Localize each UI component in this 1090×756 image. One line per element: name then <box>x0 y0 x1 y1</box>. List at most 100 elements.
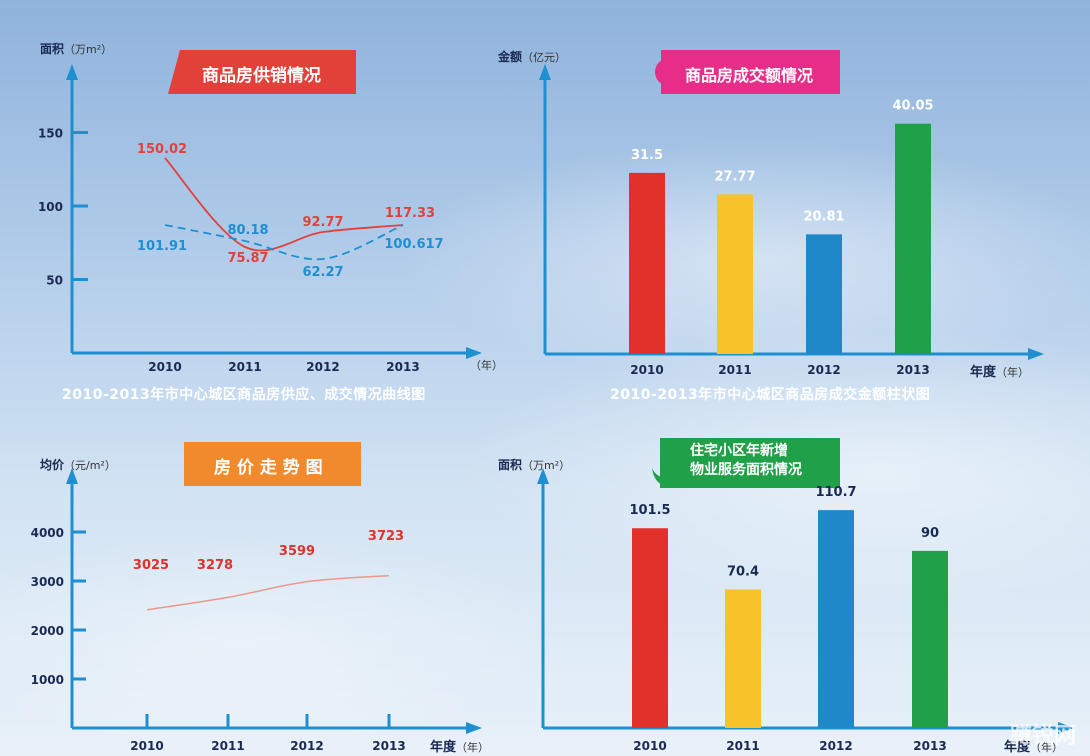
amount-bar <box>806 234 842 354</box>
supply-banner-shape <box>168 50 356 94</box>
supply-x-tick-label: 2011 <box>228 360 261 374</box>
supply-y-arrow <box>66 64 78 80</box>
supply-x-unit: （年） <box>470 359 503 372</box>
amount-bar-label: 27.77 <box>714 169 755 184</box>
supply-data-label: 150.02 <box>137 142 187 157</box>
amount-y-label-text: 金额 <box>498 50 523 64</box>
amount-x-arrow <box>1028 348 1044 360</box>
price-series-line <box>146 574 390 611</box>
supply-data-label: 101.91 <box>137 239 187 254</box>
supply-x-tick-label: 2010 <box>148 360 181 374</box>
supply-data-label: 100.617 <box>384 237 443 252</box>
price-x-arrow <box>466 722 482 734</box>
service-x-axis-label: 年度（年） <box>1004 736 1063 755</box>
price-x-label-text: 年度 <box>430 740 457 755</box>
watermark-logo: 蹲锐网 <box>1010 718 1076 750</box>
price-banner: 房 价 走 势 图 <box>178 438 361 486</box>
service-chart-panel: 面积（万m²） 住宅小区年新增 物业服务面积情况 年度（年） 101.5 2010… <box>0 410 1090 756</box>
supply-x-tick-label: 2013 <box>386 360 419 374</box>
service-y-label-text: 面积 <box>498 458 523 472</box>
service-y-arrow <box>537 468 549 484</box>
amount-x-tick-label: 2013 <box>896 363 929 377</box>
supply-y-unit: （万m²） <box>64 43 113 56</box>
price-data-label: 3723 <box>368 529 404 544</box>
price-y-tick-label: 3000 <box>31 575 64 589</box>
amount-x-tick-label: 2012 <box>807 363 840 377</box>
supply-data-label: 92.77 <box>302 215 343 230</box>
price-y-tick-label: 1000 <box>31 673 64 687</box>
service-bar-label: 110.7 <box>815 485 856 500</box>
amount-bar-label: 40.05 <box>892 99 933 114</box>
amount-x-unit: （年） <box>996 366 1030 379</box>
price-y-axis-label: 均价（元/m²） <box>40 456 116 473</box>
supply-y-axis-label: 面积（万m²） <box>40 40 112 57</box>
service-x-arrow <box>1058 722 1074 734</box>
supply-x-tick-label: 2012 <box>306 360 339 374</box>
amount-bar-label: 20.81 <box>803 209 844 224</box>
amount-y-unit: （亿元） <box>522 51 567 64</box>
supply-caption: 2010-2013年市中心城区商品房供应、成交情况曲线图 <box>62 387 426 403</box>
supply-x-axis-label: （年） <box>470 357 503 373</box>
supply-y-tick-label: 50 <box>46 274 63 288</box>
price-data-label: 3025 <box>133 558 169 573</box>
price-x-tick-label: 2012 <box>290 739 323 753</box>
amount-chart-panel: 金额（亿元） 商品房成交额情况 年度（年） 31.5 2010 27.77 2011 2… <box>498 48 1044 403</box>
amount-y-axis-label: 金额（亿元） <box>498 48 566 65</box>
amount-x-tick-label: 2011 <box>718 363 751 377</box>
price-banner-title: 房 价 走 势 图 <box>214 458 323 478</box>
service-banner: 住宅小区年新增 物业服务面积情况 <box>652 438 840 490</box>
supply-y-label-text: 面积 <box>40 42 65 56</box>
price-y-arrow <box>66 468 78 484</box>
supply-series-line <box>164 224 404 261</box>
supply-y-tick-label: 100 <box>38 200 63 214</box>
amount-banner-shape <box>655 50 840 94</box>
amount-banner: 商品房成交额情况 <box>655 50 840 94</box>
service-bar-label: 101.5 <box>629 503 670 518</box>
amount-x-tick-label: 2010 <box>630 363 663 377</box>
price-x-tick-label: 2010 <box>130 739 163 753</box>
service-bar <box>632 528 668 728</box>
amount-x-axis-label: 年度（年） <box>970 361 1029 380</box>
supply-data-label: 117.33 <box>385 206 435 221</box>
service-y-unit: （万m²） <box>522 459 571 472</box>
watermark-text: 蹲锐网 <box>1009 724 1076 749</box>
supply-data-label: 80.18 <box>227 223 268 238</box>
service-bar-chart: 101.5 2010 70.4 2011 110.7 2012 90 2013 <box>537 468 1074 753</box>
price-chart-panel: 均价（元/m²） 房 价 走 势 图 年度（年） 1000 2000 3000 400… <box>0 410 545 756</box>
service-bar <box>912 550 948 728</box>
price-x-axis-label: 年度（年） <box>430 736 489 755</box>
supply-data-label: 75.87 <box>227 251 268 266</box>
amount-caption: 2010-2013年市中心城区商品房成交金额柱状图 <box>610 387 931 403</box>
supply-banner: 商品房供销情况 <box>168 50 356 94</box>
supply-y-tick-label: 150 <box>38 127 63 141</box>
amount-bar <box>629 172 665 354</box>
price-banner-shape <box>184 442 361 486</box>
supply-line-chart: 50 100 150 2010 2011 2012 2013 150.02 75.87 92.77… <box>38 64 482 374</box>
price-x-unit: （年） <box>456 741 490 754</box>
service-x-tick-label: 2012 <box>819 739 852 753</box>
amount-banner-title: 商品房成交额情况 <box>685 66 814 85</box>
service-x-tick-label: 2011 <box>726 739 759 753</box>
service-bar <box>818 510 854 728</box>
price-y-unit: （元/m²） <box>64 459 116 472</box>
service-x-label-text: 年度 <box>1004 740 1031 755</box>
service-x-tick-label: 2010 <box>633 739 666 753</box>
price-x-tick-label: 2011 <box>211 739 244 753</box>
service-y-axis-label: 面积（万m²） <box>498 456 570 473</box>
amount-bar <box>895 123 931 355</box>
price-y-label-text: 均价 <box>40 458 65 472</box>
amount-bar <box>717 194 753 354</box>
supply-x-arrow <box>466 347 482 359</box>
price-data-label: 3599 <box>279 544 315 559</box>
amount-y-arrow <box>539 64 551 80</box>
service-bar-label: 90 <box>921 526 939 541</box>
service-banner-shape <box>652 438 840 488</box>
supply-data-label: 62.27 <box>302 265 343 280</box>
supply-banner-title: 商品房供销情况 <box>202 66 321 86</box>
service-bar <box>725 589 761 728</box>
service-x-tick-label: 2013 <box>913 739 946 753</box>
price-y-tick-label: 4000 <box>31 526 64 540</box>
service-bar-label: 70.4 <box>727 564 759 579</box>
service-x-unit: （年） <box>1030 741 1064 754</box>
amount-x-label-text: 年度 <box>970 365 997 380</box>
